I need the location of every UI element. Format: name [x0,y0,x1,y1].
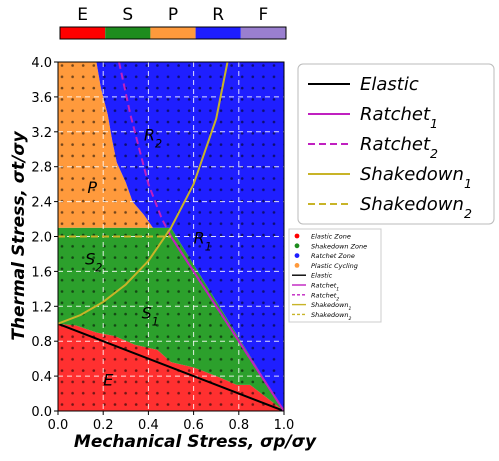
y-tick-label: 3.2 [31,126,52,141]
x-axis-label: Mechanical Stress, σp/σy [74,432,317,452]
x-tick-label: 0.4 [138,418,159,433]
x-tick-label: 0.6 [183,418,204,433]
x-axis-label-text: Mechanical Stress, σp/σy [74,432,317,452]
colorbar-label: S [122,5,133,25]
colorbar-label: R [212,5,224,25]
region-label: R2 [144,126,162,151]
legend-main-label: Shakedown1 [360,164,472,191]
region-label: S2 [85,249,102,274]
legend-main-label: Ratchet1 [360,104,438,131]
legend-small-label: Ratchet2 [311,291,339,302]
colorbar-label: E [77,5,88,25]
colorbar-segment [60,27,106,39]
legend-main-label: Ratchet2 [360,134,438,161]
region-label: R1 [194,228,212,253]
legend-main-label: Shakedown2 [360,194,472,221]
x-tick-label: 0.2 [93,418,114,433]
y-tick-label: 0.0 [31,405,52,420]
colorbar-segment [195,27,241,39]
series-layer [58,62,284,411]
colorbar-segment [105,27,151,39]
plot-area: R2 R1 P S2 S1 E [58,62,284,411]
legend-main: Elastic Ratchet1 Ratchet2 Shakedown1 Shakedo… [297,63,495,225]
y-tick-label: 3.6 [31,91,52,106]
series-line-shakedown [58,62,229,325]
y-tick-labels: 0.0 0.4 0.8 1.2 1.6 2.0 2.4 2.8 3.2 3.6 4.0 [31,56,58,420]
legend-main-label: Elastic [360,74,419,95]
region-labels: R2 R1 P S2 S1 E [85,126,212,390]
legend-small-label: Elastic Zone [311,233,351,241]
y-tick-label: 0.8 [31,335,52,350]
legend-small-label: Shakedown1 [311,301,352,312]
legend-small-marker [294,243,300,249]
series-line-ratchet [118,62,284,411]
y-axis-label: Thermal Stress, σt/σy [9,130,29,340]
legend-small-label: Plastic Cycling [311,262,358,270]
region-label: S1 [142,304,159,329]
legend-main-frame [297,63,495,225]
colorbar-label: F [259,5,269,25]
x-tick-label: 0.8 [228,418,249,433]
colorbar-segment [150,27,196,39]
y-tick-label: 1.2 [31,300,52,315]
y-tick-label: 2.8 [31,161,52,176]
y-tick-label: 4.0 [31,56,52,71]
x-tick-label: 1.0 [274,418,295,433]
y-tick-label: 1.6 [31,265,52,280]
legend-small-marker [294,263,300,268]
x-tick-label: 0.0 [48,418,69,433]
gridlines [58,62,284,411]
legend-small-label: Shakedown Zone [311,242,367,250]
legend-small-label: Ratchet Zone [311,252,355,260]
x-tick-labels: 0.0 0.2 0.4 0.6 0.8 1.0 [48,411,295,433]
y-tick-label: 0.4 [31,370,52,385]
legend-small-label: Shakedown2 [311,311,352,322]
y-tick-label: 2.0 [31,231,52,246]
series-line-elastic [58,322,284,411]
region-label: P [87,178,97,197]
colorbar-label: P [168,5,178,25]
colorbar-segment [240,27,286,39]
colorbar-frame [59,26,287,40]
y-axis-label-text: Thermal Stress, σt/σy [9,130,29,340]
legend-small-marker [294,233,300,239]
region-label: E [103,371,114,390]
legend-small-marker [294,253,300,258]
y-tick-label: 2.4 [31,196,52,211]
legend-small-label: Ratchet1 [311,282,339,293]
legend-small-label: Elastic [311,272,333,280]
